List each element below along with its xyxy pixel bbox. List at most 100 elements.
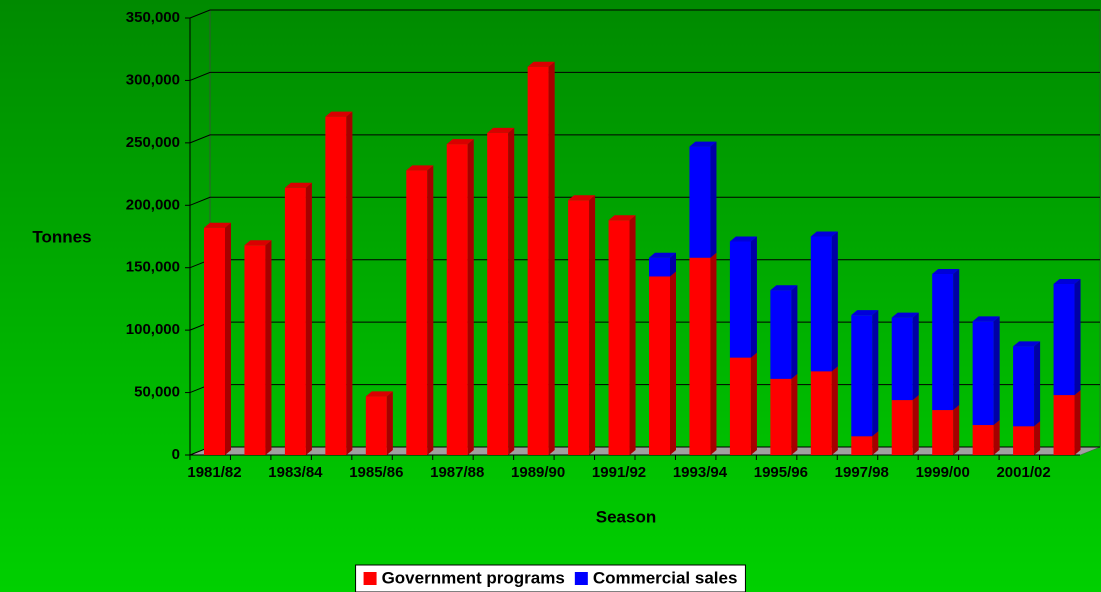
bar-top [972,316,1000,322]
bar-top-shade [325,111,353,117]
legend-label: Commercial sales [593,568,738,587]
bar [527,61,555,456]
bar-top [244,240,272,246]
bar-top-shade [406,165,434,171]
bar [729,352,757,455]
bar [689,252,717,455]
bar-side [750,236,757,358]
y-tick-label: 300,000 [126,71,180,88]
bar-side [1034,421,1041,455]
bar-top [284,182,312,188]
bar-top-shade [284,182,312,188]
bar-front [770,290,792,379]
bar [204,222,231,455]
y-tick-label: 250,000 [126,134,180,151]
bar-top [1013,341,1041,347]
bar-front [284,187,306,455]
grid-line [189,9,1100,19]
bar-front [689,146,711,258]
bar-side-shade [589,195,596,455]
bar-side [1074,278,1081,396]
bar-top-shade [851,310,879,316]
bar-top [608,215,636,221]
bar-top [365,391,393,397]
bar-side-shade [953,405,960,455]
bar-top [568,195,596,201]
bar-side [386,391,393,455]
bar-top [1053,278,1081,284]
bar [810,366,838,455]
y-tick-label: 200,000 [126,196,180,213]
bar-side-shade [467,139,474,455]
bar-front [810,236,832,372]
bar [365,391,393,455]
bar-top-shade [365,391,393,397]
bar-side-shade [1074,390,1081,455]
x-tick-label: 1987/88 [430,464,484,481]
bar-front [568,200,590,455]
y-tick-label: 150,000 [126,259,180,276]
bar-side [305,182,312,455]
bar [446,139,474,455]
bar-front [851,315,873,437]
bar-front [325,116,347,455]
bar-side-shade [993,420,1000,455]
bar [932,268,960,411]
bar-front [204,227,225,455]
bar-front [527,66,549,456]
bar-top-shade [932,268,960,274]
bar-top [689,141,717,147]
x-axis-label: Season [596,507,656,526]
bar-side-shade [791,285,798,379]
legend-swatch [574,572,588,585]
x-tick-label: 1989/90 [511,464,565,481]
bar-top [810,231,838,237]
y-tick-label: 50,000 [134,384,180,401]
bar [568,195,596,455]
bar [649,252,676,277]
bar-side [872,431,879,455]
x-tick-label: 1985/86 [349,464,403,481]
x-tick-label: 1995/96 [754,464,808,481]
bar-front [932,410,954,455]
bar-side [346,111,353,455]
bar-top-shade [729,236,757,242]
bar [284,182,312,455]
y-tick-label: 350,000 [126,9,180,26]
bar [972,316,1000,426]
bar-side [953,268,960,411]
bar-front [608,220,630,455]
x-tick-label: 1997/98 [835,464,889,481]
bar-side [912,395,919,455]
bar-side-shade [710,252,717,455]
bar-side-shade [1034,421,1041,455]
bar-side-shade [305,182,312,455]
bar-top-shade [891,312,919,318]
bar-side [1074,390,1081,455]
bar-side [750,352,757,455]
bar-top [406,165,434,171]
bar-top [770,285,798,291]
bar-front [891,400,913,455]
bar-side [831,366,838,455]
bar-side [831,231,838,372]
bar-side-shade [872,431,879,455]
bar-front [406,170,428,455]
legend-label: Government programs [382,568,565,587]
bar-top [446,139,474,145]
bar-front [1013,346,1035,427]
x-tick-label: 2001/02 [996,464,1050,481]
bar-front [851,436,873,455]
bar-top [325,111,353,117]
bar [770,373,798,455]
bar-side-shade [1074,278,1081,396]
bar-front [244,245,266,455]
bar-top [932,268,960,274]
bar-front [729,357,751,455]
bar-side-shade [548,61,555,456]
bar [851,310,879,437]
bar-top-shade [1013,341,1041,347]
bar [689,141,717,258]
bar-side [508,127,515,456]
bar-top [851,310,879,316]
